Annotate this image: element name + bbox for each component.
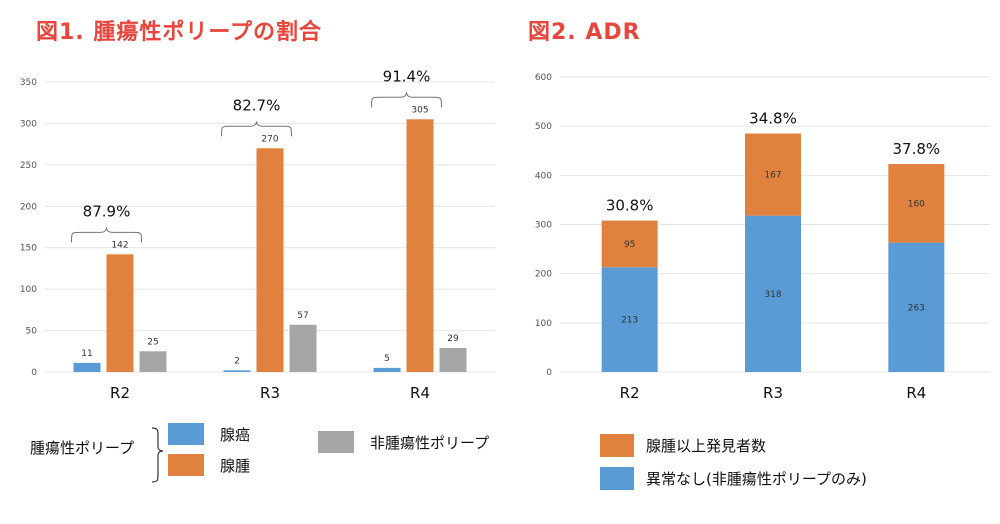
legend1-swatch xyxy=(168,454,204,476)
legend2-swatch xyxy=(600,434,634,457)
chart1-bar xyxy=(373,367,401,372)
legend1-brace xyxy=(151,427,164,483)
chart1-y-tick-label: 150 xyxy=(20,244,37,254)
chart1-data-label: 25 xyxy=(147,337,158,347)
legend1-label: 腺腫 xyxy=(220,457,250,475)
chart2-y-tick-label: 0 xyxy=(546,368,552,378)
legend1-swatch xyxy=(168,423,204,445)
chart1-data-label: 142 xyxy=(111,240,128,250)
chart2-category-label: R3 xyxy=(763,384,783,402)
legend1-group-label: 腫瘍性ポリープ xyxy=(30,439,134,457)
chart2-bar-segment xyxy=(888,242,945,372)
chart2-data-label: 263 xyxy=(908,303,925,313)
chart2-y-tick-label: 500 xyxy=(535,122,552,132)
chart2-data-label: 167 xyxy=(764,171,781,181)
chart2-bar-segment xyxy=(601,220,658,268)
chart1-data-label: 5 xyxy=(384,354,390,364)
chart1-bracket xyxy=(221,121,292,137)
chart1-data-label: 57 xyxy=(297,311,308,321)
chart2-percent-annotation: 30.8% xyxy=(606,197,654,215)
legend2-swatch xyxy=(600,467,634,490)
chart1-y-tick-label: 0 xyxy=(31,368,37,378)
chart1-bar xyxy=(106,254,134,372)
chart2-bar-segment xyxy=(601,267,658,372)
chart2-category-label: R2 xyxy=(620,384,640,402)
chart1-category-label: R2 xyxy=(110,384,130,402)
chart1-bar xyxy=(139,351,167,372)
chart1-data-label: 2 xyxy=(234,356,240,366)
legend1-label: 非腫瘍性ポリープ xyxy=(370,434,489,452)
chart1-percent-annotation: 82.7% xyxy=(233,96,281,114)
chart2-title: 図2. ADR xyxy=(528,20,641,45)
chart1-bar xyxy=(439,347,467,372)
chart1-y-tick-label: 50 xyxy=(26,327,38,337)
legend2-label: 腺腫以上発見者数 xyxy=(646,437,766,455)
chart1-category-label: R4 xyxy=(410,384,430,402)
chart1-data-label: 270 xyxy=(261,134,278,144)
chart2-data-label: 318 xyxy=(764,290,781,300)
legend1-swatch xyxy=(318,431,354,453)
chart1-bar xyxy=(73,362,101,372)
chart1-category-label: R3 xyxy=(260,384,280,402)
chart2-bar-segment xyxy=(745,215,801,372)
chart2-y-tick-label: 200 xyxy=(535,270,552,280)
chart1-y-tick-label: 350 xyxy=(20,78,37,88)
chart1-percent-annotation: 91.4% xyxy=(383,67,431,85)
chart2-bar-segment xyxy=(745,133,801,216)
chart2-category-label: R4 xyxy=(906,384,926,402)
chart1-data-label: 29 xyxy=(447,334,459,344)
chart2-bar-segment xyxy=(888,164,945,243)
legend2-label: 異常なし(非腫瘍性ポリープのみ) xyxy=(646,470,867,488)
chart1-bar xyxy=(223,370,251,372)
chart2-y-tick-label: 400 xyxy=(535,171,552,181)
chart1-bar xyxy=(256,148,284,372)
chart1-bracket xyxy=(71,227,142,243)
chart1-bar xyxy=(406,119,434,373)
chart1-bracket xyxy=(371,92,442,108)
legend1-label: 腺癌 xyxy=(220,426,250,444)
chart1-data-label: 11 xyxy=(81,349,92,359)
chart1-y-tick-label: 300 xyxy=(20,119,37,129)
chart1-data-label: 305 xyxy=(411,105,428,115)
chart2-percent-annotation: 37.8% xyxy=(893,140,941,158)
chart2-y-tick-label: 300 xyxy=(535,221,552,231)
chart2-data-label: 160 xyxy=(908,199,925,209)
chart2-y-tick-label: 600 xyxy=(535,73,552,83)
chart1-title: 図1. 腫瘍性ポリープの割合 xyxy=(36,20,323,45)
chart2-percent-annotation: 34.8% xyxy=(749,110,797,128)
chart2-data-label: 213 xyxy=(621,316,638,326)
chart1-y-tick-label: 200 xyxy=(20,202,37,212)
chart1-y-tick-label: 100 xyxy=(20,285,37,295)
chart2-y-tick-label: 100 xyxy=(535,319,552,329)
chart1-percent-annotation: 87.9% xyxy=(83,202,131,220)
chart1-bar xyxy=(289,324,317,372)
chart2-data-label: 95 xyxy=(624,240,635,250)
chart1-y-tick-label: 250 xyxy=(20,161,37,171)
